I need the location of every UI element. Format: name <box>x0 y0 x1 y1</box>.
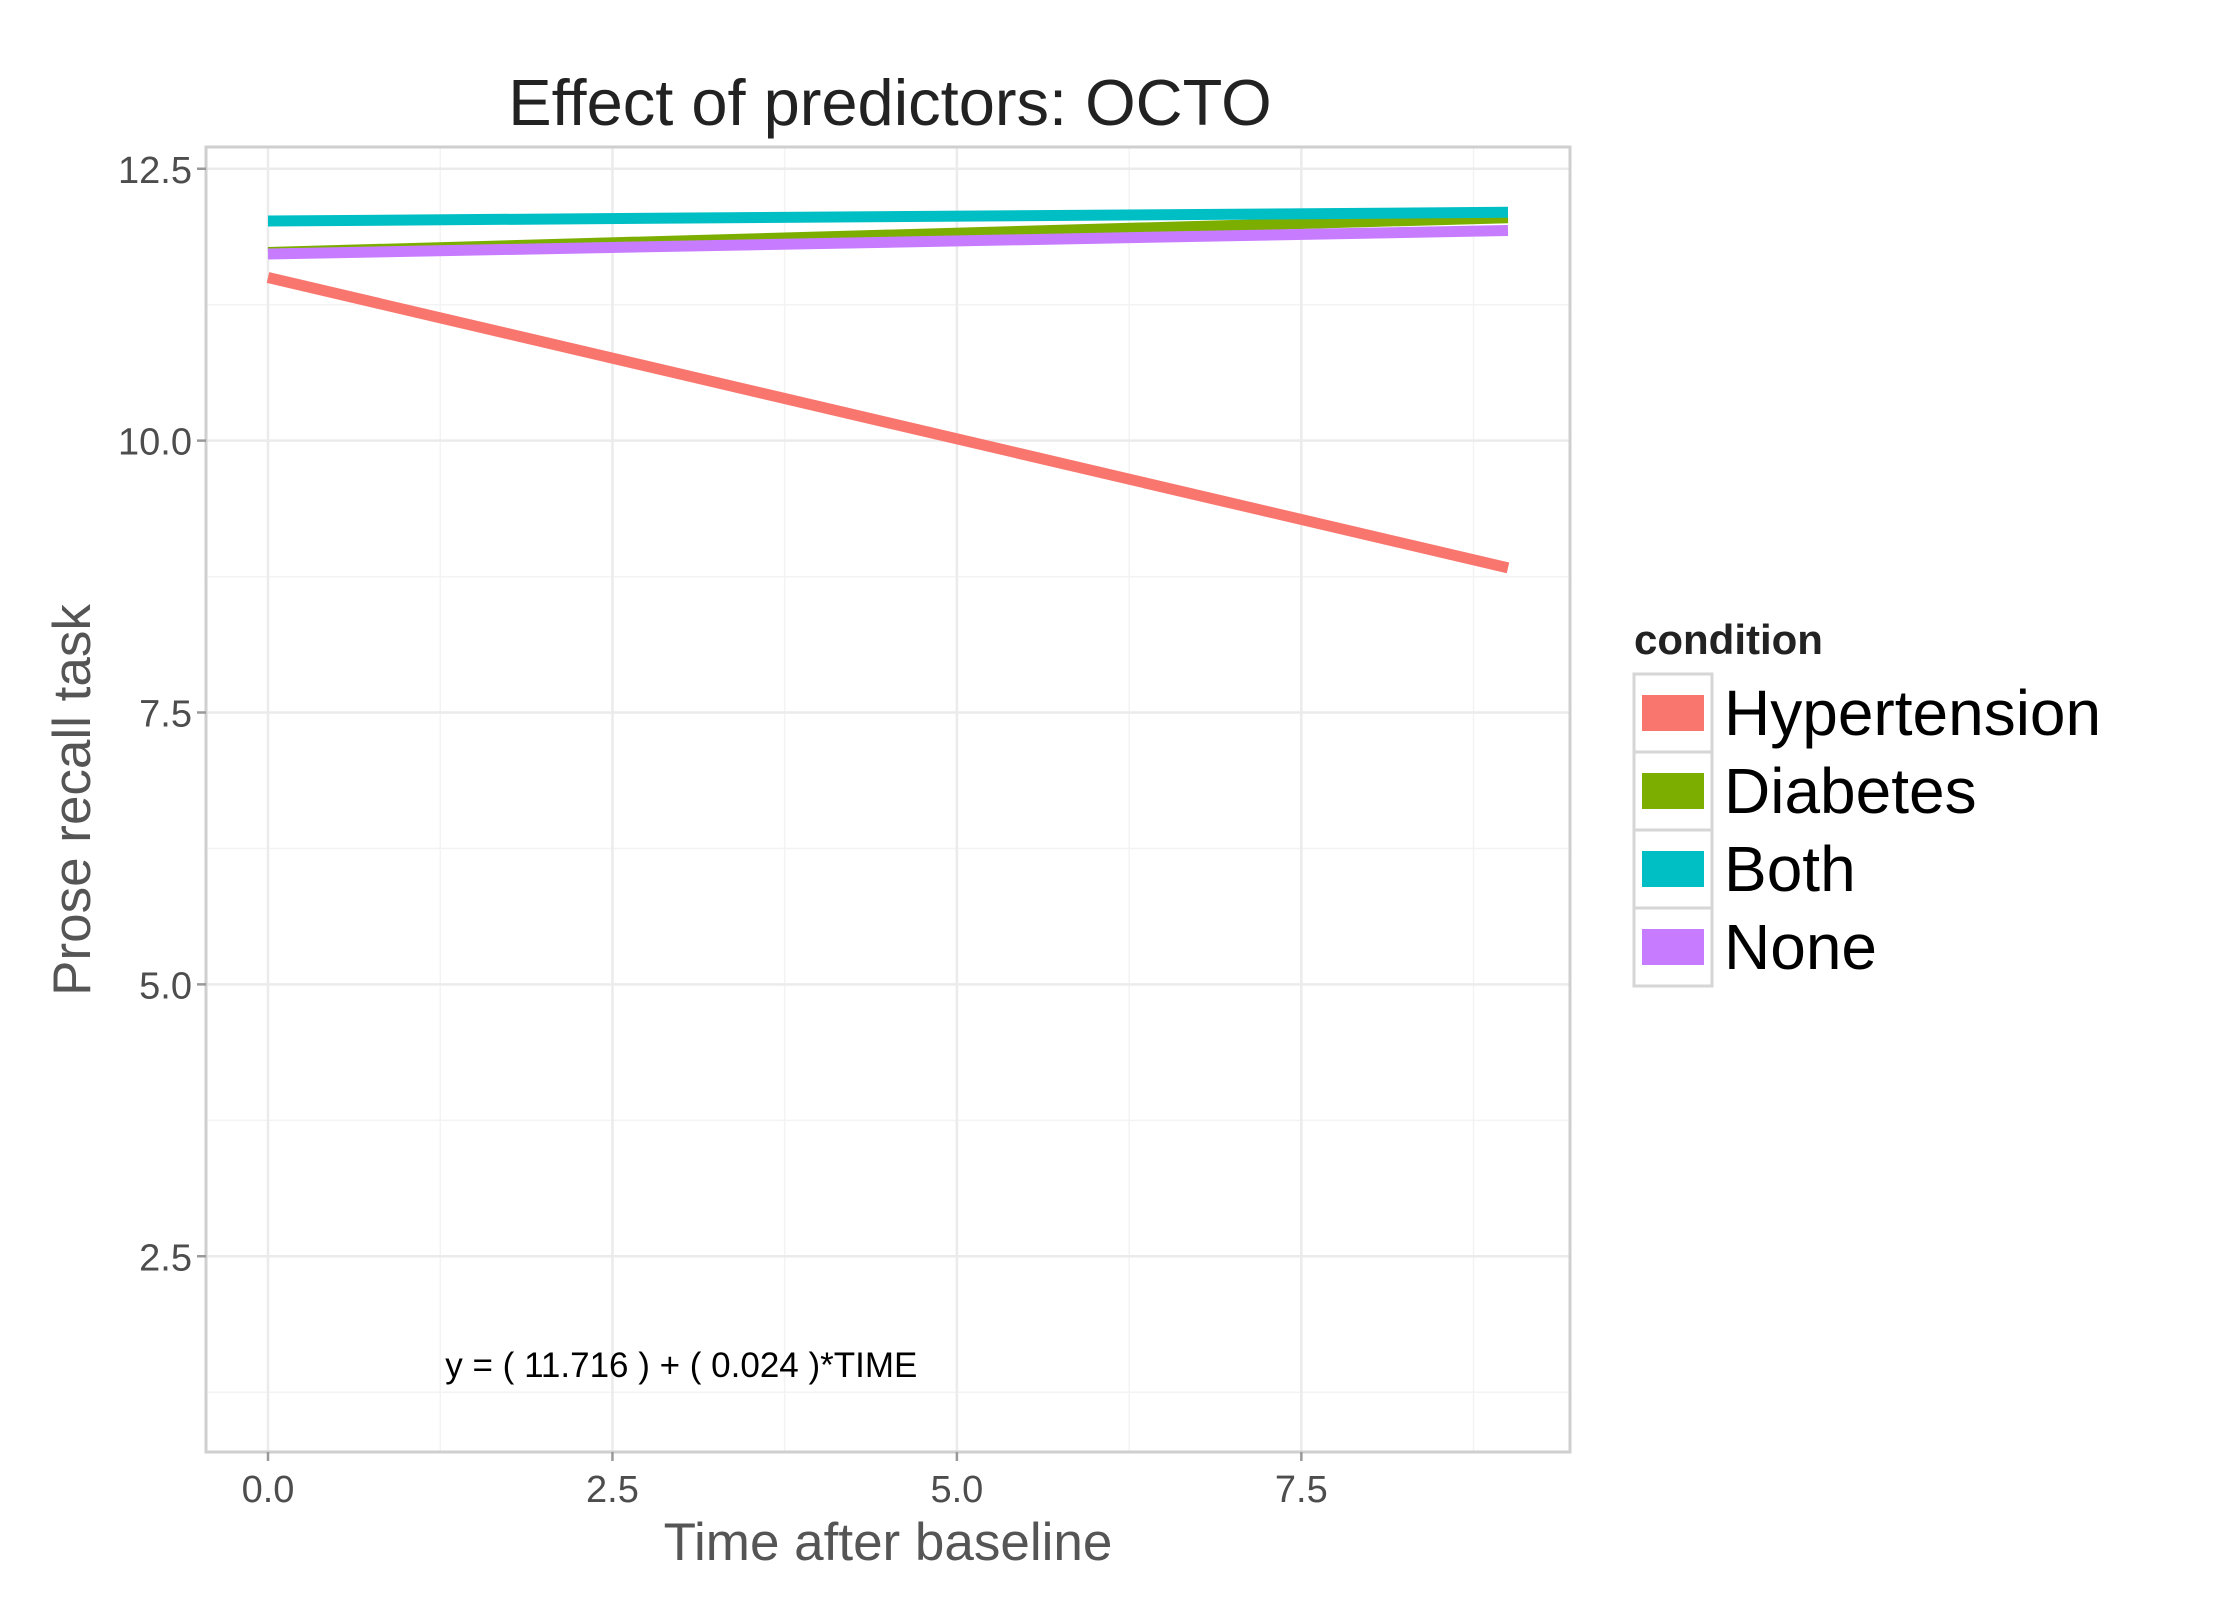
annotations: y = ( 11.716 ) + ( 0.024 )*TIME <box>445 1346 917 1385</box>
x-tick-label: 7.5 <box>1275 1469 1328 1511</box>
legend-swatch-diabetes <box>1642 773 1704 809</box>
chart-annotation: y = ( 11.716 ) + ( 0.024 )*TIME <box>445 1346 917 1385</box>
series-line-hypertension <box>266 272 1510 574</box>
legend-swatch-both <box>1642 851 1704 887</box>
plot-grid <box>206 147 1570 1452</box>
legend-label-hypertension: Hypertension <box>1724 677 2101 749</box>
chart-title: Effect of predictors: OCTO <box>508 66 1271 139</box>
series-line-both <box>267 206 1509 227</box>
legend-label-both: Both <box>1724 833 1856 905</box>
y-tick-label: 10.0 <box>118 422 192 464</box>
y-tick-label: 12.5 <box>118 150 192 192</box>
plot-series <box>266 206 1510 574</box>
legend-label-none: None <box>1724 911 1877 983</box>
series-line-none <box>267 225 1509 260</box>
x-axis-label: Time after baseline <box>664 1513 1113 1572</box>
y-axis-ticks: 2.5 5.0 7.5 10.0 12.5 <box>118 150 206 1279</box>
y-tick-label: 2.5 <box>139 1237 192 1279</box>
legend-label-diabetes: Diabetes <box>1724 755 1977 827</box>
y-tick-label: 5.0 <box>139 965 192 1007</box>
x-tick-label: 0.0 <box>242 1469 295 1511</box>
legend-title: condition <box>1634 616 1823 663</box>
legend-swatch-none <box>1642 929 1704 965</box>
plot-panel-border <box>204 145 1572 1454</box>
y-tick-label: 7.5 <box>139 694 192 736</box>
x-axis-ticks: 0.0 2.5 5.0 7.5 <box>242 1452 1328 1511</box>
x-tick-label: 5.0 <box>930 1469 983 1511</box>
legend-swatch-hypertension <box>1642 695 1704 731</box>
x-tick-label: 2.5 <box>586 1469 639 1511</box>
y-axis-label: Prose recall task <box>43 604 102 996</box>
